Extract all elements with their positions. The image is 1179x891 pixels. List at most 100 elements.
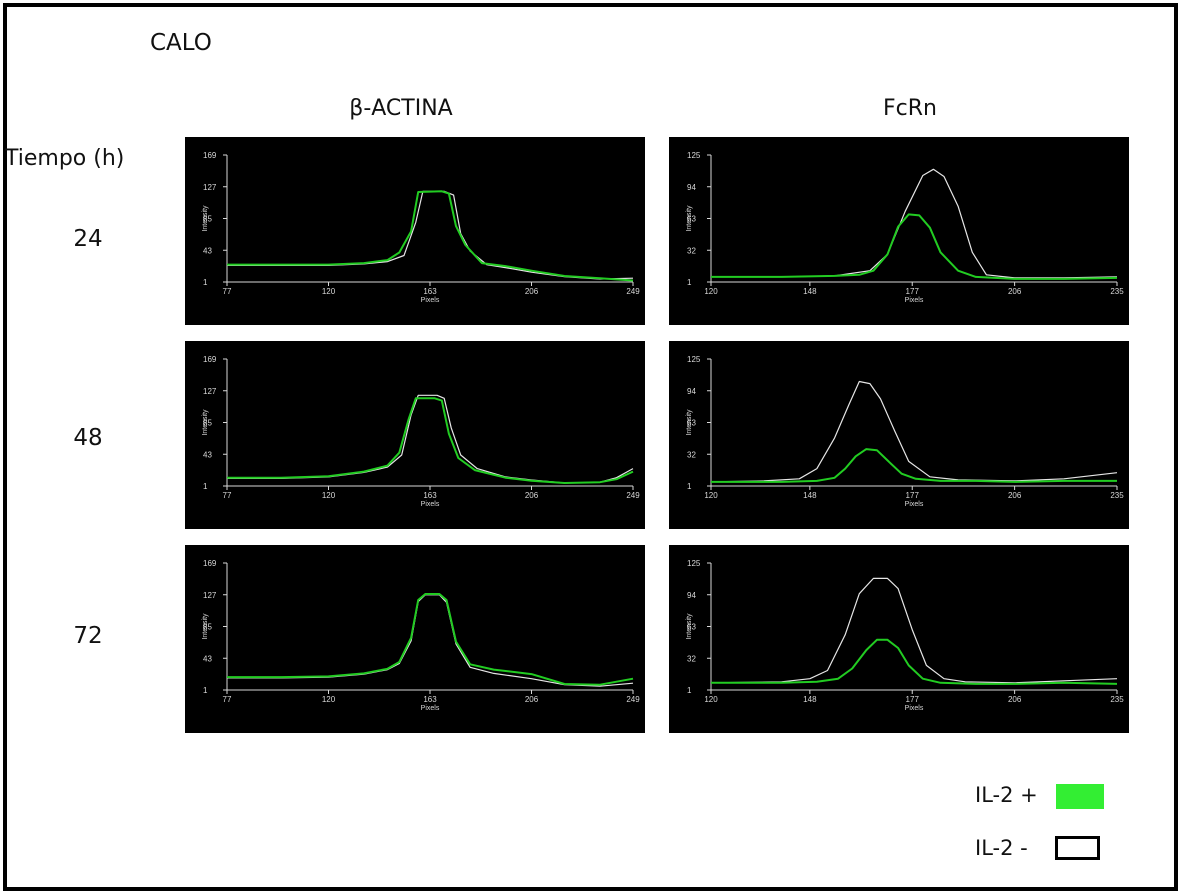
y-tick-label: 32 [687,246,696,255]
y-tick-label: 32 [687,654,696,663]
y-tick-label: 43 [203,654,212,663]
cell-line-label: CALO [150,30,212,56]
y-axis-title: Intensity [686,205,693,232]
x-tick-label: 235 [1110,695,1124,704]
x-axis-title: Pixels [905,705,924,712]
x-tick-label: 163 [423,287,437,296]
x-tick-label: 148 [803,287,817,296]
y-tick-label: 1 [203,278,208,287]
time-axis-header: Tiempo (h) [5,146,124,171]
x-tick-label: 206 [1008,287,1022,296]
y-tick-label: 127 [203,183,217,192]
legend-swatch-il2-plus [1056,784,1104,809]
series-il2-plus-line [227,594,633,685]
y-tick-label: 32 [687,450,696,459]
y-tick-label: 127 [203,387,217,396]
x-tick-label: 120 [322,491,336,500]
y-axis-title: Intensity [202,613,209,640]
panel-actin-48h: 169 127 85 43 1 77 120 163 206 249 Pixels Intensity [185,341,645,529]
series-il2-minus-line [711,578,1117,682]
row-label-24: 24 [58,226,118,252]
y-tick-label: 1 [687,482,692,491]
y-tick-label: 125 [687,151,701,160]
series-il2-minus-line [711,382,1117,482]
y-tick-label: 1 [203,686,208,695]
x-tick-label: 77 [223,695,232,704]
y-axis-title: Intensity [686,409,693,436]
panel-fcrn-72h: 125 94 63 32 1 120 148 177 206 235 Pixels Intensity [669,545,1129,733]
column-title-fcrn: FcRn [845,96,975,121]
x-tick-label: 206 [1008,695,1022,704]
y-tick-label: 43 [203,450,212,459]
x-tick-label: 120 [322,695,336,704]
legend-label-il2-minus: IL-2 - [975,836,1028,860]
y-axis-title: Intensity [686,613,693,640]
series-il2-minus-line [711,169,1117,278]
y-tick-label: 169 [203,559,217,568]
y-tick-label: 125 [687,559,701,568]
x-tick-label: 206 [525,491,539,500]
x-tick-label: 148 [803,695,817,704]
x-tick-label: 120 [704,287,718,296]
x-tick-label: 120 [704,695,718,704]
x-tick-label: 77 [223,287,232,296]
y-tick-label: 94 [687,387,696,396]
x-tick-label: 249 [626,491,640,500]
y-tick-label: 1 [203,482,208,491]
x-tick-label: 163 [423,695,437,704]
y-tick-label: 1 [687,278,692,287]
x-tick-label: 120 [704,491,718,500]
x-tick-label: 163 [423,491,437,500]
series-il2-plus-line [711,214,1117,279]
x-tick-label: 235 [1110,287,1124,296]
chart-fcrn-72h: 125 94 63 32 1 120 148 177 206 235 Pixels Intensity [669,545,1129,733]
y-tick-label: 125 [687,355,701,364]
x-tick-label: 148 [803,491,817,500]
x-axis-title: Pixels [421,705,440,712]
chart-actin-24h: 169 127 85 43 1 77 120 163 206 249 Pixels Intensity [185,137,645,325]
series-il2-minus-line [227,395,633,483]
x-axis-title: Pixels [421,297,440,304]
x-tick-label: 249 [626,287,640,296]
y-tick-label: 94 [687,183,696,192]
x-tick-label: 177 [906,287,920,296]
y-tick-label: 94 [687,591,696,600]
y-tick-label: 1 [687,686,692,695]
panel-fcrn-48h: 125 94 63 32 1 120 148 177 206 235 Pixels Intensity [669,341,1129,529]
column-title-actin: β-ACTINA [296,96,506,121]
x-tick-label: 177 [906,695,920,704]
x-tick-label: 206 [525,287,539,296]
x-axis-title: Pixels [905,501,924,508]
series-il2-plus-line [711,640,1117,684]
x-tick-label: 235 [1110,491,1124,500]
series-il2-plus-line [227,398,633,483]
y-axis-title: Intensity [202,409,209,436]
row-label-72: 72 [58,623,118,649]
y-axis-title: Intensity [202,205,209,232]
chart-fcrn-24h: 125 94 63 32 1 120 148 177 206 235 Pixels Intensity [669,137,1129,325]
x-tick-label: 249 [626,695,640,704]
chart-actin-72h: 169 127 85 43 1 77 120 163 206 249 Pixels Intensity [185,545,645,733]
x-axis-title: Pixels [421,501,440,508]
x-tick-label: 177 [906,491,920,500]
y-tick-label: 127 [203,591,217,600]
y-tick-label: 43 [203,246,212,255]
series-il2-plus-line [227,191,633,280]
x-tick-label: 120 [322,287,336,296]
x-tick-label: 206 [1008,491,1022,500]
x-axis-title: Pixels [905,297,924,304]
panel-fcrn-24h: 125 94 63 32 1 120 148 177 206 235 Pixels Intensity [669,137,1129,325]
panel-actin-72h: 169 127 85 43 1 77 120 163 206 249 Pixels Intensity [185,545,645,733]
x-tick-label: 206 [525,695,539,704]
series-il2-minus-line [227,191,633,279]
series-il2-minus-line [227,595,633,686]
row-label-48: 48 [58,425,118,451]
chart-fcrn-48h: 125 94 63 32 1 120 148 177 206 235 Pixels Intensity [669,341,1129,529]
panel-actin-24h: 169 127 85 43 1 77 120 163 206 249 Pixels Intensity [185,137,645,325]
legend-swatch-il2-minus [1055,836,1100,860]
y-tick-label: 169 [203,355,217,364]
chart-actin-48h: 169 127 85 43 1 77 120 163 206 249 Pixels Intensity [185,341,645,529]
legend-label-il2-plus: IL-2 + [975,783,1038,807]
y-tick-label: 169 [203,151,217,160]
x-tick-label: 77 [223,491,232,500]
